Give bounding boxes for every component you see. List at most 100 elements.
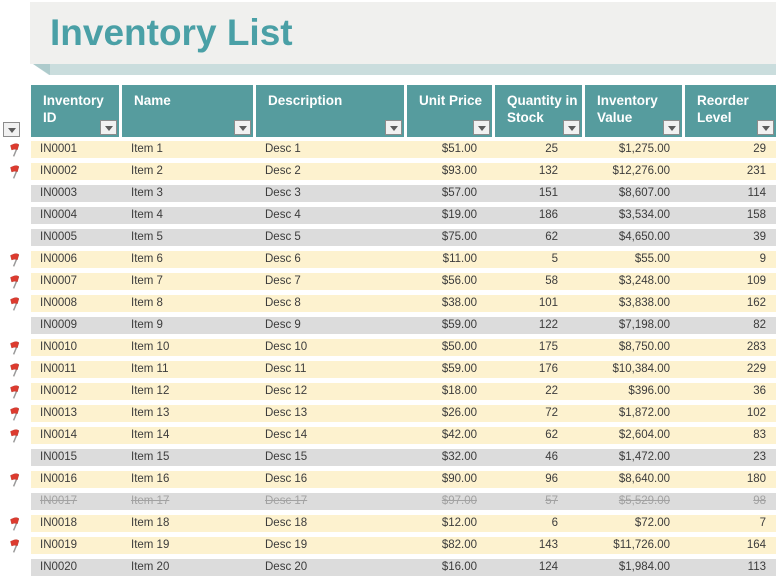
cell-inventory-id[interactable]: IN0013 <box>31 405 122 422</box>
cell-unit-price[interactable]: $11.00 <box>407 251 495 268</box>
cell-quantity-in-stock[interactable]: 151 <box>495 185 585 202</box>
cell-unit-price[interactable]: $16.00 <box>407 559 495 576</box>
cell-inventory-id[interactable]: IN0005 <box>31 229 122 246</box>
cell-reorder-level[interactable]: 231 <box>685 163 776 180</box>
cell-quantity-in-stock[interactable]: 62 <box>495 229 585 246</box>
cell-quantity-in-stock[interactable]: 96 <box>495 471 585 488</box>
cell-inventory-id[interactable]: IN0006 <box>31 251 122 268</box>
cell-name[interactable]: Item 13 <box>122 405 256 422</box>
column-header-name[interactable]: Name <box>122 85 253 137</box>
cell-unit-price[interactable]: $59.00 <box>407 361 495 378</box>
cell-quantity-in-stock[interactable]: 132 <box>495 163 585 180</box>
cell-inventory-value[interactable]: $4,650.00 <box>585 229 685 246</box>
cell-inventory-id[interactable]: IN0016 <box>31 471 122 488</box>
filter-button-inventory-id[interactable] <box>100 120 117 135</box>
cell-name[interactable]: Item 5 <box>122 229 256 246</box>
cell-description[interactable]: Desc 12 <box>256 383 407 400</box>
cell-inventory-id[interactable]: IN0002 <box>31 163 122 180</box>
cell-inventory-id[interactable]: IN0009 <box>31 317 122 334</box>
cell-inventory-id[interactable]: IN0020 <box>31 559 122 576</box>
cell-description[interactable]: Desc 10 <box>256 339 407 356</box>
cell-quantity-in-stock[interactable]: 6 <box>495 515 585 532</box>
cell-name[interactable]: Item 2 <box>122 163 256 180</box>
cell-quantity-in-stock[interactable]: 101 <box>495 295 585 312</box>
cell-unit-price[interactable]: $42.00 <box>407 427 495 444</box>
cell-inventory-id[interactable]: IN0012 <box>31 383 122 400</box>
cell-unit-price[interactable]: $82.00 <box>407 537 495 554</box>
cell-reorder-level[interactable]: 7 <box>685 515 776 532</box>
cell-reorder-level[interactable]: 36 <box>685 383 776 400</box>
cell-description[interactable]: Desc 3 <box>256 185 407 202</box>
cell-description[interactable]: Desc 17 <box>256 493 407 510</box>
cell-inventory-value[interactable]: $1,872.00 <box>585 405 685 422</box>
cell-inventory-value[interactable]: $8,640.00 <box>585 471 685 488</box>
cell-inventory-id[interactable]: IN0003 <box>31 185 122 202</box>
cell-inventory-id[interactable]: IN0007 <box>31 273 122 290</box>
cell-description[interactable]: Desc 5 <box>256 229 407 246</box>
cell-reorder-level[interactable]: 98 <box>685 493 776 510</box>
column-header-inventory-value[interactable]: Inventory Value <box>585 85 682 137</box>
cell-inventory-value[interactable]: $11,726.00 <box>585 537 685 554</box>
cell-reorder-level[interactable]: 29 <box>685 141 776 158</box>
cell-inventory-value[interactable]: $1,984.00 <box>585 559 685 576</box>
cell-quantity-in-stock[interactable]: 186 <box>495 207 585 224</box>
cell-unit-price[interactable]: $57.00 <box>407 185 495 202</box>
cell-unit-price[interactable]: $97.00 <box>407 493 495 510</box>
cell-quantity-in-stock[interactable]: 143 <box>495 537 585 554</box>
cell-inventory-value[interactable]: $5,529.00 <box>585 493 685 510</box>
cell-reorder-level[interactable]: 164 <box>685 537 776 554</box>
cell-quantity-in-stock[interactable]: 22 <box>495 383 585 400</box>
cell-inventory-value[interactable]: $1,472.00 <box>585 449 685 466</box>
cell-inventory-value[interactable]: $3,534.00 <box>585 207 685 224</box>
cell-reorder-level[interactable]: 229 <box>685 361 776 378</box>
filter-button-quantity-in-stock[interactable] <box>563 120 580 135</box>
cell-reorder-level[interactable]: 180 <box>685 471 776 488</box>
filter-button-inventory-value[interactable] <box>663 120 680 135</box>
cell-description[interactable]: Desc 2 <box>256 163 407 180</box>
cell-inventory-id[interactable]: IN0018 <box>31 515 122 532</box>
cell-name[interactable]: Item 14 <box>122 427 256 444</box>
cell-reorder-level[interactable]: 23 <box>685 449 776 466</box>
cell-inventory-value[interactable]: $12,276.00 <box>585 163 685 180</box>
column-header-inventory-id[interactable]: Inventory ID <box>31 85 119 137</box>
column-header-reorder-level[interactable]: Reorder Level <box>685 85 776 137</box>
cell-quantity-in-stock[interactable]: 175 <box>495 339 585 356</box>
cell-inventory-value[interactable]: $8,750.00 <box>585 339 685 356</box>
cell-unit-price[interactable]: $19.00 <box>407 207 495 224</box>
cell-inventory-value[interactable]: $55.00 <box>585 251 685 268</box>
column-header-unit-price[interactable]: Unit Price <box>407 85 492 137</box>
cell-description[interactable]: Desc 7 <box>256 273 407 290</box>
cell-quantity-in-stock[interactable]: 46 <box>495 449 585 466</box>
cell-unit-price[interactable]: $51.00 <box>407 141 495 158</box>
cell-inventory-value[interactable]: $7,198.00 <box>585 317 685 334</box>
cell-inventory-value[interactable]: $3,838.00 <box>585 295 685 312</box>
cell-description[interactable]: Desc 11 <box>256 361 407 378</box>
cell-inventory-value[interactable]: $10,384.00 <box>585 361 685 378</box>
cell-inventory-value[interactable]: $396.00 <box>585 383 685 400</box>
cell-description[interactable]: Desc 1 <box>256 141 407 158</box>
cell-name[interactable]: Item 18 <box>122 515 256 532</box>
cell-name[interactable]: Item 20 <box>122 559 256 576</box>
cell-description[interactable]: Desc 20 <box>256 559 407 576</box>
cell-name[interactable]: Item 19 <box>122 537 256 554</box>
cell-unit-price[interactable]: $32.00 <box>407 449 495 466</box>
cell-unit-price[interactable]: $18.00 <box>407 383 495 400</box>
cell-unit-price[interactable]: $56.00 <box>407 273 495 290</box>
filter-button-name[interactable] <box>234 120 251 135</box>
cell-quantity-in-stock[interactable]: 124 <box>495 559 585 576</box>
cell-quantity-in-stock[interactable]: 5 <box>495 251 585 268</box>
filter-button-flag-column[interactable] <box>3 122 20 137</box>
cell-reorder-level[interactable]: 283 <box>685 339 776 356</box>
cell-inventory-value[interactable]: $3,248.00 <box>585 273 685 290</box>
cell-inventory-id[interactable]: IN0008 <box>31 295 122 312</box>
cell-inventory-value[interactable]: $2,604.00 <box>585 427 685 444</box>
cell-reorder-level[interactable]: 82 <box>685 317 776 334</box>
cell-name[interactable]: Item 17 <box>122 493 256 510</box>
cell-inventory-value[interactable]: $1,275.00 <box>585 141 685 158</box>
cell-name[interactable]: Item 4 <box>122 207 256 224</box>
cell-description[interactable]: Desc 16 <box>256 471 407 488</box>
cell-reorder-level[interactable]: 39 <box>685 229 776 246</box>
cell-unit-price[interactable]: $38.00 <box>407 295 495 312</box>
cell-inventory-id[interactable]: IN0010 <box>31 339 122 356</box>
column-header-description[interactable]: Description <box>256 85 404 137</box>
